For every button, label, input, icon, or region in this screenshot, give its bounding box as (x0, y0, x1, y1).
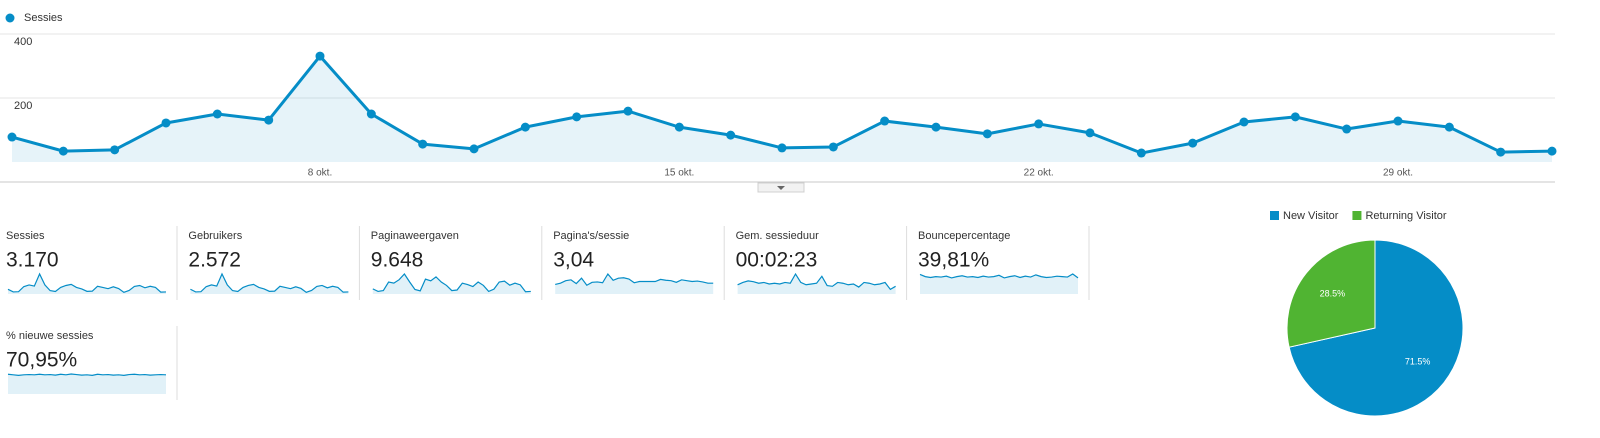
data-point (315, 51, 325, 61)
data-point (418, 139, 428, 149)
sparkline (372, 273, 531, 293)
sparkline-area (737, 274, 896, 294)
sparkline-area (555, 274, 714, 294)
data-point (1444, 122, 1454, 132)
series-area (12, 56, 1552, 162)
data-point (982, 129, 992, 139)
data-point (726, 130, 736, 140)
metric-label: Sessies (6, 230, 45, 242)
y-tick-label: 200 (14, 100, 32, 112)
metric-label: Paginaweergaven (371, 230, 459, 242)
legend-marker (1270, 211, 1279, 220)
slice-label: 71.5% (1405, 356, 1431, 366)
sparkline (919, 273, 1079, 279)
sparkline (7, 373, 167, 376)
data-point (1290, 112, 1300, 122)
data-point (1547, 146, 1557, 156)
data-point (1239, 117, 1249, 127)
metric-value: 39,81% (918, 249, 989, 272)
data-point (1393, 116, 1403, 126)
metric-value: 00:02:23 (736, 249, 818, 272)
data-point (828, 142, 838, 152)
sparkline-area (8, 274, 166, 294)
x-tick-label: 15 okt. (664, 168, 694, 179)
metric-label: % nieuwe sessies (6, 330, 94, 342)
data-point (520, 122, 530, 132)
metric-value: 3,04 (553, 249, 594, 272)
data-point (674, 122, 684, 132)
sparkline-area (8, 374, 166, 394)
collapse-arrow (777, 186, 785, 190)
sparkline (737, 272, 896, 291)
data-point (880, 116, 890, 126)
data-point (777, 143, 787, 153)
data-point (1085, 128, 1095, 138)
metric-value: 9.648 (371, 249, 424, 272)
data-point (366, 109, 376, 119)
x-tick-label: 29 okt. (1383, 168, 1413, 179)
sparkline-area (372, 274, 531, 294)
data-point (623, 106, 633, 116)
metric-label: Pagina's/sessie (553, 230, 629, 242)
metric-label: Bouncepercentage (918, 230, 1010, 242)
metric-value: 3.170 (6, 249, 59, 272)
data-point (1342, 124, 1352, 134)
slice-label: 28.5% (1320, 288, 1346, 298)
data-point (264, 115, 274, 125)
data-point (1034, 119, 1044, 129)
legend-label: Sessies (24, 12, 63, 24)
sparkline (190, 272, 349, 293)
pie-slice (1286, 239, 1376, 348)
sparkline-area (920, 274, 1078, 294)
x-tick-label: 8 okt. (308, 168, 332, 179)
sparkline (7, 272, 167, 293)
pie-slice (1288, 239, 1464, 417)
legend-marker (1352, 211, 1362, 220)
data-point (469, 144, 479, 154)
legend-label: New Visitor (1283, 210, 1339, 222)
x-tick-label: 22 okt. (1024, 168, 1054, 179)
metric-label: Gem. sessieduur (736, 230, 819, 242)
legend-label: Returning Visitor (1365, 210, 1446, 222)
metric-value: 2.572 (188, 249, 241, 272)
data-point (1136, 148, 1146, 158)
data-point (110, 145, 120, 155)
data-point (212, 109, 222, 119)
data-point (58, 146, 68, 156)
data-point (7, 132, 17, 142)
legend-marker (5, 13, 15, 23)
metric-value: 70,95% (6, 349, 77, 372)
sparkline (555, 272, 714, 287)
data-point (572, 112, 582, 122)
data-point (161, 118, 171, 128)
data-point (1188, 138, 1198, 148)
data-point (931, 122, 941, 132)
data-point (1496, 147, 1506, 157)
metric-label: Gebruikers (188, 230, 242, 242)
y-tick-label: 400 (14, 36, 32, 48)
sparkline-area (190, 274, 349, 294)
